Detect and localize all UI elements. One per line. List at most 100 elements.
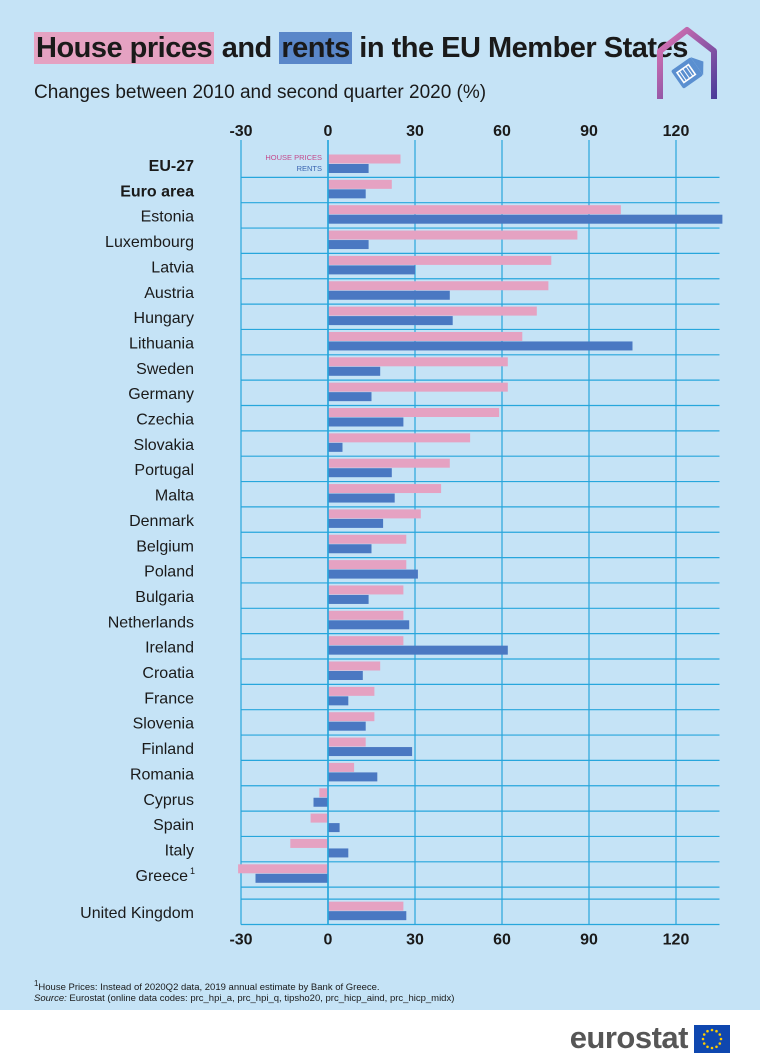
bar-rents-6 <box>328 316 453 326</box>
bar-rents-17 <box>328 594 369 604</box>
footnote: 1House Prices: Instead of 2020Q2 data, 2… <box>34 979 380 993</box>
bar-house-prices-3 <box>328 230 578 240</box>
flag-star <box>702 1033 706 1036</box>
category-label-6: Hungary <box>134 310 194 327</box>
category-label-0: EU-27 <box>149 158 194 175</box>
category-label-5: Austria <box>144 285 194 302</box>
bar-rents-1 <box>328 189 366 199</box>
tick-label-bottom-5: 120 <box>663 932 690 949</box>
flag-star <box>701 1037 705 1041</box>
flag-star <box>718 1033 722 1036</box>
bar-rents-19 <box>328 645 508 655</box>
source-text: Eurostat (online data codes: prc_hpi_a, … <box>66 993 455 1004</box>
category-label-23: Finland <box>142 741 194 758</box>
bar-rents-25 <box>313 797 328 807</box>
bar-rents-8 <box>328 366 381 376</box>
category-label-27: Italy <box>165 842 194 859</box>
bar-house-prices-19 <box>328 636 404 646</box>
eurostat-logo-text: eurostat <box>569 1020 689 1055</box>
flag-star <box>715 1029 718 1033</box>
bar-house-prices-17 <box>328 585 404 595</box>
category-label-29: United Kingdom <box>80 905 194 922</box>
bar-rents-4 <box>328 265 415 275</box>
flag-star <box>702 1042 706 1045</box>
flag-star <box>715 1045 718 1049</box>
bar-rents-3 <box>328 240 369 250</box>
bar-rents-26 <box>328 823 340 833</box>
legend-house-prices: HOUSE PRICES <box>265 153 322 162</box>
bar-rents-15 <box>328 544 372 554</box>
title-rents: rents <box>279 32 352 64</box>
house-tag-icon <box>657 27 717 99</box>
bar-house-prices-2 <box>328 205 621 215</box>
bar-rents-13 <box>328 493 395 503</box>
bar-rents-7 <box>328 341 633 351</box>
flag-star <box>706 1029 709 1033</box>
flag-star <box>718 1042 722 1045</box>
footnote-mark: 1 <box>34 979 39 988</box>
bar-house-prices-24 <box>328 762 355 772</box>
bar-house-prices-0 <box>328 154 401 164</box>
category-label-28: Greece <box>136 868 189 885</box>
bar-chart: EU-27 Euro area Estonia Luxembourg Latvia Aus… <box>80 123 723 949</box>
tick-label-bottom-1: 0 <box>324 932 333 949</box>
bar-house-prices-13 <box>328 484 442 494</box>
bar-rents-23 <box>328 747 413 757</box>
category-label-24: Romania <box>130 766 194 783</box>
source-note: Source: Eurostat (online data codes: prc… <box>34 993 454 1004</box>
legend-rents: RENTS <box>297 164 322 173</box>
tick-label-top-5: 120 <box>663 123 690 140</box>
chart-subtitle: Changes between 2010 and second quarter … <box>34 82 487 103</box>
category-label-20: Croatia <box>142 665 194 682</box>
tick-label-bottom-2: 30 <box>406 932 424 949</box>
bar-house-prices-15 <box>328 534 407 544</box>
flag-star <box>706 1045 709 1049</box>
bar-house-prices-9 <box>328 382 508 392</box>
category-label-9: Germany <box>128 386 194 403</box>
category-label-16: Poland <box>144 564 194 581</box>
category-label-25: Cyprus <box>143 792 194 809</box>
bar-house-prices-29 <box>328 901 404 911</box>
bar-house-prices-21 <box>328 686 375 696</box>
bar-house-prices-27 <box>290 838 328 848</box>
title-house-prices: House prices <box>34 32 215 64</box>
bar-house-prices-26 <box>310 813 328 823</box>
bar-house-prices-25 <box>319 788 328 798</box>
bar-house-prices-16 <box>328 560 407 570</box>
bar-house-prices-18 <box>328 610 404 620</box>
category-label-22: Slovenia <box>133 716 194 733</box>
category-label-15: Belgium <box>136 538 194 555</box>
bar-rents-22 <box>328 721 366 731</box>
title-rest: in the EU Member States <box>351 32 688 64</box>
category-label-14: Denmark <box>129 513 195 530</box>
bar-house-prices-7 <box>328 331 523 341</box>
bar-house-prices-14 <box>328 509 421 519</box>
bar-house-prices-23 <box>328 737 366 747</box>
category-footnote-mark-28: 1 <box>190 866 195 876</box>
category-label-11: Slovakia <box>134 437 195 454</box>
bar-house-prices-10 <box>328 408 500 417</box>
bar-rents-20 <box>328 671 363 680</box>
category-label-19: Ireland <box>145 640 194 657</box>
category-label-13: Malta <box>155 488 194 505</box>
tick-label-top-0: -30 <box>229 123 252 140</box>
category-label-2: Estonia <box>141 209 194 226</box>
bar-house-prices-4 <box>328 255 552 265</box>
bar-rents-27 <box>328 848 349 858</box>
category-label-7: Lithuania <box>129 335 194 352</box>
tick-label-top-4: 90 <box>580 123 598 140</box>
bar-rents-2 <box>328 214 723 224</box>
bar-rents-16 <box>328 569 418 579</box>
bar-house-prices-22 <box>328 712 375 722</box>
flag-star <box>710 1046 714 1050</box>
title-and: and <box>214 32 280 64</box>
category-label-3: Luxembourg <box>105 234 194 251</box>
bar-rents-18 <box>328 620 410 630</box>
bar-rents-9 <box>328 392 372 402</box>
bar-rents-21 <box>328 696 349 706</box>
category-label-17: Bulgaria <box>135 589 194 606</box>
category-label-12: Portugal <box>134 462 194 479</box>
bar-rents-24 <box>328 772 378 782</box>
bar-rents-0 <box>328 164 369 173</box>
source-label: Source: <box>34 993 67 1004</box>
